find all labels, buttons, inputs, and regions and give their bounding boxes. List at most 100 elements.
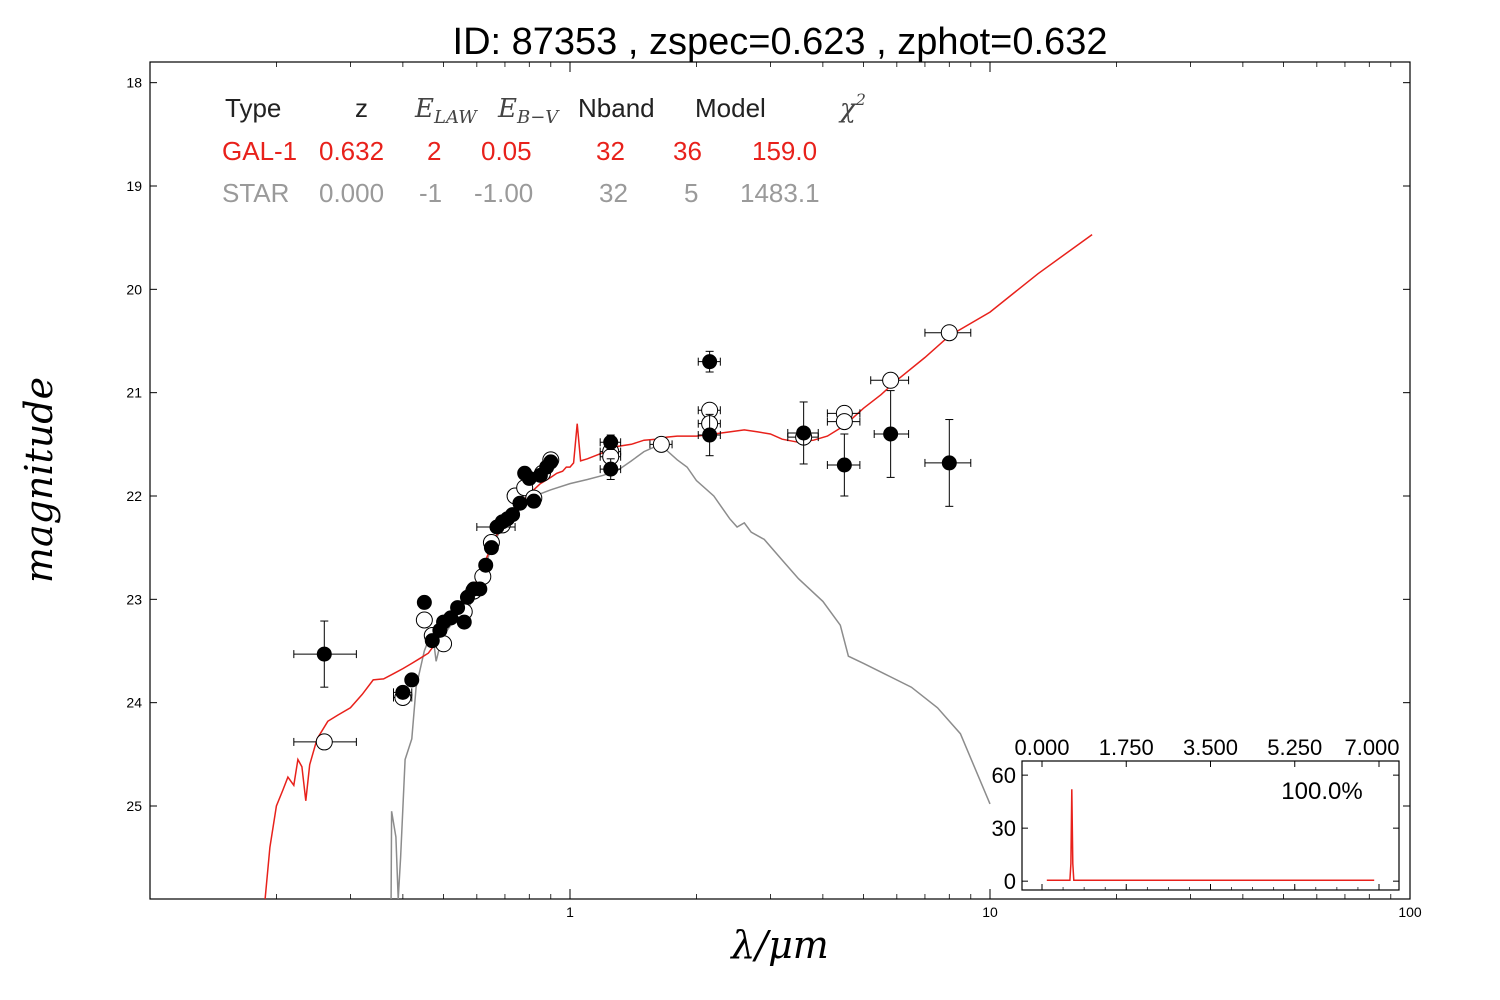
model-flux-point <box>826 413 861 431</box>
inset-y-tick-label: 0 <box>1004 869 1016 894</box>
observed-flux-point <box>483 540 499 556</box>
observed-flux-point <box>450 600 466 616</box>
model-marker <box>940 324 958 342</box>
observed-marker <box>526 493 542 509</box>
model-marker <box>652 435 670 453</box>
x-tick-label: 1 <box>566 904 574 920</box>
model-marker <box>835 413 853 431</box>
observed-flux-point <box>456 614 472 630</box>
model-flux-point <box>415 611 433 629</box>
table-header-elaw: ELAW <box>414 94 478 128</box>
inset-y-tick-label: 30 <box>992 816 1016 841</box>
observed-flux-point <box>787 401 819 465</box>
table-header-model: Model <box>695 93 766 123</box>
observed-flux-point <box>924 419 972 507</box>
observed-marker <box>456 614 472 630</box>
table-cell-gal-type: GAL-1 <box>222 136 297 166</box>
observed-marker <box>836 457 852 473</box>
x-tick-label: 100 <box>1398 904 1422 920</box>
galaxy-model-curve-group <box>264 233 1093 900</box>
table-cell-gal-elaw: 2 <box>427 136 441 166</box>
inset-x-tick-label: 7.000 <box>1344 735 1399 760</box>
inset-y-tick-label: 60 <box>992 763 1016 788</box>
inset-x-tick-label: 5.250 <box>1267 735 1322 760</box>
table-header-z: z <box>355 93 368 123</box>
y-tick-label: 21 <box>126 385 142 401</box>
observed-marker <box>472 581 488 597</box>
observed-marker <box>603 461 619 477</box>
y-tick-label: 23 <box>126 591 142 607</box>
observed-flux-point <box>424 633 440 649</box>
observed-flux-point <box>543 454 559 470</box>
table-cell-star-nband: 32 <box>599 178 628 208</box>
observed-marker <box>702 427 718 443</box>
observed-marker <box>883 426 899 442</box>
model-marker <box>415 611 433 629</box>
observed-marker <box>603 434 619 450</box>
model-flux-point <box>293 733 357 751</box>
observed-flux-point <box>512 495 528 511</box>
observed-flux-point <box>826 433 861 497</box>
observed-marker <box>543 454 559 470</box>
y-tick-label: 25 <box>126 798 142 814</box>
x-tick-label: 10 <box>982 904 998 920</box>
y-axis-label: magnitude <box>17 377 61 583</box>
model-flux-point <box>649 435 673 453</box>
star-model-curve-group <box>390 445 991 900</box>
model-marker <box>882 371 900 389</box>
table-cell-gal-chi2: 159.0 <box>752 136 817 166</box>
table-header-ebv: EB−V <box>497 94 560 128</box>
observed-marker <box>450 600 466 616</box>
table-cell-gal-ebv: 0.05 <box>481 136 532 166</box>
inset-x-tick-label: 3.500 <box>1183 735 1238 760</box>
y-tick-label: 18 <box>126 75 142 91</box>
observed-flux-point <box>505 507 521 523</box>
y-tick-label: 20 <box>126 281 142 297</box>
inset-x-tick-label: 0.000 <box>1014 735 1069 760</box>
observed-marker <box>395 684 411 700</box>
plot-title: ID: 87353 , zspec=0.623 , zphot=0.632 <box>453 21 1108 63</box>
observed-marker <box>404 672 420 688</box>
inset-frame <box>1021 760 1400 891</box>
observed-marker <box>316 646 332 662</box>
observed-flux-point <box>697 350 721 373</box>
table-cell-gal-z: 0.632 <box>319 136 384 166</box>
observed-marker <box>941 455 957 471</box>
table-header-type: Type <box>225 93 281 123</box>
observed-flux-point <box>393 684 413 700</box>
x-axis-label: λ/μm <box>729 923 829 967</box>
observed-marker <box>443 610 459 626</box>
observed-flux-point <box>873 390 910 478</box>
table-cell-star-z: 0.000 <box>319 178 384 208</box>
y-tick-label: 19 <box>126 178 142 194</box>
observed-flux-point <box>697 413 721 457</box>
table-cell-star-ebv: -1.00 <box>474 178 533 208</box>
inset-percentage: 100.0% <box>1281 778 1362 805</box>
table-header-nband: Nband <box>578 93 655 123</box>
observed-flux-point <box>293 620 357 688</box>
observed-marker <box>478 557 494 573</box>
observed-marker <box>512 495 528 511</box>
observed-marker <box>505 507 521 523</box>
observed-flux-point <box>478 557 494 573</box>
observed-marker <box>416 594 432 610</box>
observed-flux-point <box>443 610 459 626</box>
table-header-chi2: χ2 <box>838 90 866 124</box>
inset-x-tick-label: 1.750 <box>1099 735 1154 760</box>
table-cell-star-model: 5 <box>684 178 698 208</box>
observed-flux-point <box>521 470 537 486</box>
inset-pdf-curve <box>1046 789 1375 882</box>
galaxy-model-curve <box>264 233 1093 900</box>
observed-flux-point <box>416 594 432 610</box>
observed-flux-point <box>526 493 542 509</box>
observed-marker <box>796 425 812 441</box>
observed-marker <box>483 540 499 556</box>
table-cell-star-elaw: -1 <box>419 178 442 208</box>
table-cell-gal-nband: 32 <box>596 136 625 166</box>
model-flux-point <box>924 324 972 342</box>
model-flux-point <box>870 371 910 389</box>
plot-frame <box>149 61 1411 900</box>
table-cell-star-chi2: 1483.1 <box>740 178 820 208</box>
